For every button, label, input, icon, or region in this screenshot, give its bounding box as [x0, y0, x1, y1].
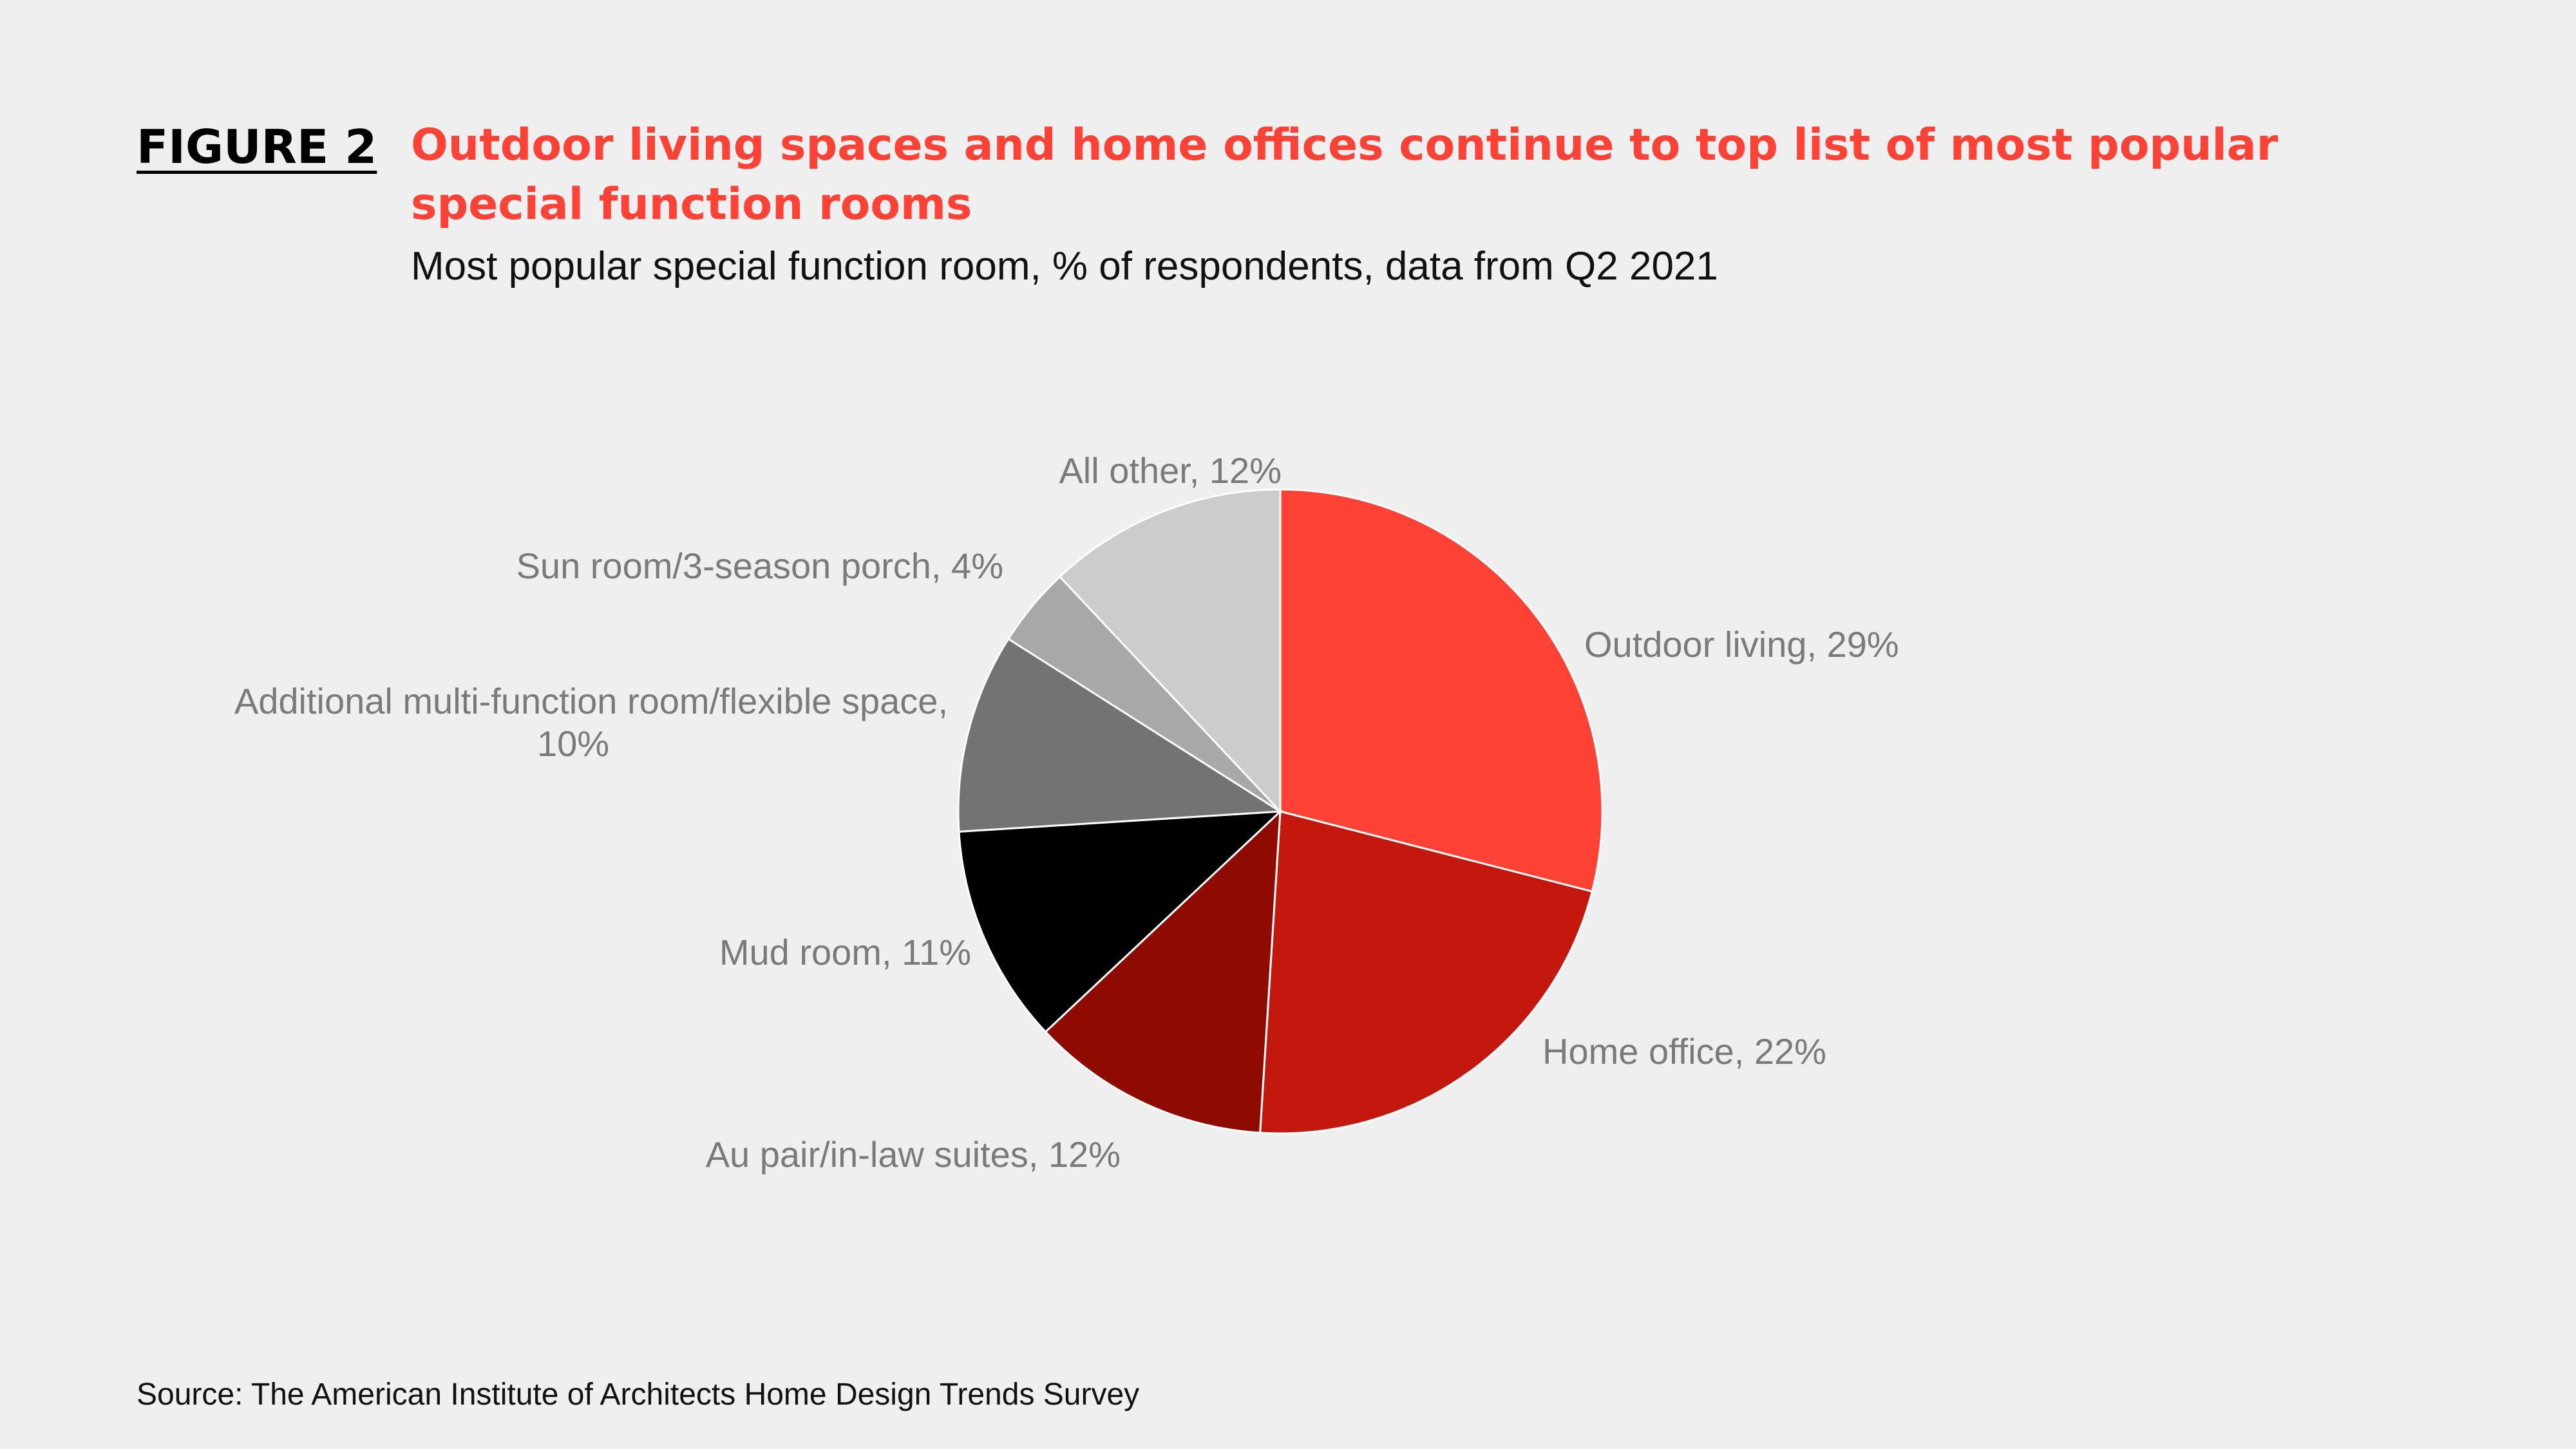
- pie-slice-outdoor-living: [1279, 488, 1604, 893]
- chart-title: Outdoor living spaces and home offices c…: [411, 120, 2278, 230]
- slice-label-additional-multi-function-room-flexible-space-line2: 10%: [537, 723, 609, 764]
- slice-label-additional-multi-function-room-flexible-space: Additional multi-function room/flexible …: [234, 681, 948, 721]
- source-note: Source: The American Institute of Archit…: [137, 1378, 1140, 1412]
- pie-slice-mud-room: [958, 810, 1283, 1034]
- slice-label-au-pair-in-law-suites: Au pair/in-law suites, 12%: [706, 1134, 1121, 1175]
- slice-label-all-other: All other, 12%: [1059, 450, 1282, 491]
- pie-slice-additional-multi-function-room-flexible-space: [957, 638, 1283, 833]
- slice-label-outdoor-living: Outdoor living, 29%: [1584, 624, 1899, 665]
- pie-slice-home-office: [1259, 810, 1594, 1135]
- pie-slice-all-other: [1058, 488, 1282, 814]
- figure-label: FIGURE 2: [137, 120, 377, 174]
- pie-slice-au-pair-in-law-suites: [1044, 809, 1282, 1134]
- chart-subtitle: Most popular special function room, % of…: [411, 244, 1718, 289]
- slice-label-sun-room-3-season-porch: Sun room/3-season porch, 4%: [516, 545, 1003, 586]
- slice-label-home-office: Home office, 22%: [1542, 1031, 1826, 1072]
- slice-label-mud-room: Mud room, 11%: [719, 932, 971, 972]
